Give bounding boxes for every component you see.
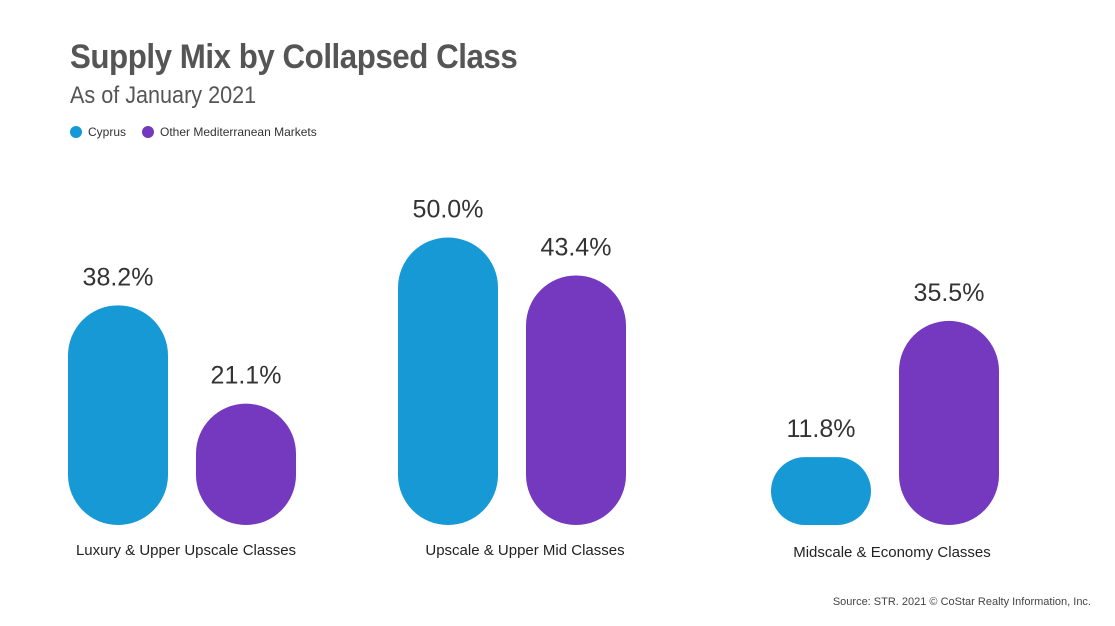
chart-subtitle: As of January 2021 — [70, 82, 257, 109]
bar-cyprus-midscale-economy-classes — [771, 457, 871, 525]
legend-item-cyprus: Cyprus — [70, 125, 126, 139]
data-label-other-mediterranean-markets-midscale-economy-classes: 35.5% — [914, 279, 985, 307]
category-label-upscale-upper-mid-classes: Upscale & Upper Mid Classes — [425, 542, 624, 559]
bar-cyprus-luxury-upper-upscale-classes — [68, 305, 168, 525]
bar-other-mediterranean-markets-luxury-upper-upscale-classes — [196, 403, 296, 525]
source-note: Source: STR. 2021 © CoStar Realty Inform… — [832, 596, 1091, 608]
data-label-cyprus-midscale-economy-classes: 11.8% — [786, 415, 855, 443]
data-label-cyprus-upscale-upper-mid-classes: 50.0% — [413, 196, 484, 224]
category-label-midscale-economy-classes: Midscale & Economy Classes — [793, 544, 991, 561]
legend-item-other-mediterranean: Other Mediterranean Markets — [142, 125, 317, 139]
legend-label-cyprus: Cyprus — [88, 125, 127, 139]
data-label-cyprus-luxury-upper-upscale-classes: 38.2% — [83, 263, 154, 291]
legend: Cyprus Other Mediterranean Markets — [70, 125, 333, 139]
legend-swatch-other-mediterranean — [142, 126, 155, 138]
bar-other-mediterranean-markets-midscale-economy-classes — [899, 320, 999, 525]
data-label-other-mediterranean-markets-upscale-upper-mid-classes: 43.4% — [541, 233, 612, 261]
bar-cyprus-upscale-upper-mid-classes — [398, 237, 498, 525]
legend-swatch-cyprus — [70, 126, 82, 138]
category-label-luxury-upper-upscale-classes: Luxury & Upper Upscale Classes — [76, 542, 296, 559]
bar-other-mediterranean-markets-upscale-upper-mid-classes — [526, 275, 626, 525]
data-label-other-mediterranean-markets-luxury-upper-upscale-classes: 21.1% — [211, 362, 282, 390]
chart-title: Supply Mix by Collapsed Class — [70, 38, 518, 76]
legend-label-other-mediterranean: Other Mediterranean Markets — [160, 125, 317, 139]
